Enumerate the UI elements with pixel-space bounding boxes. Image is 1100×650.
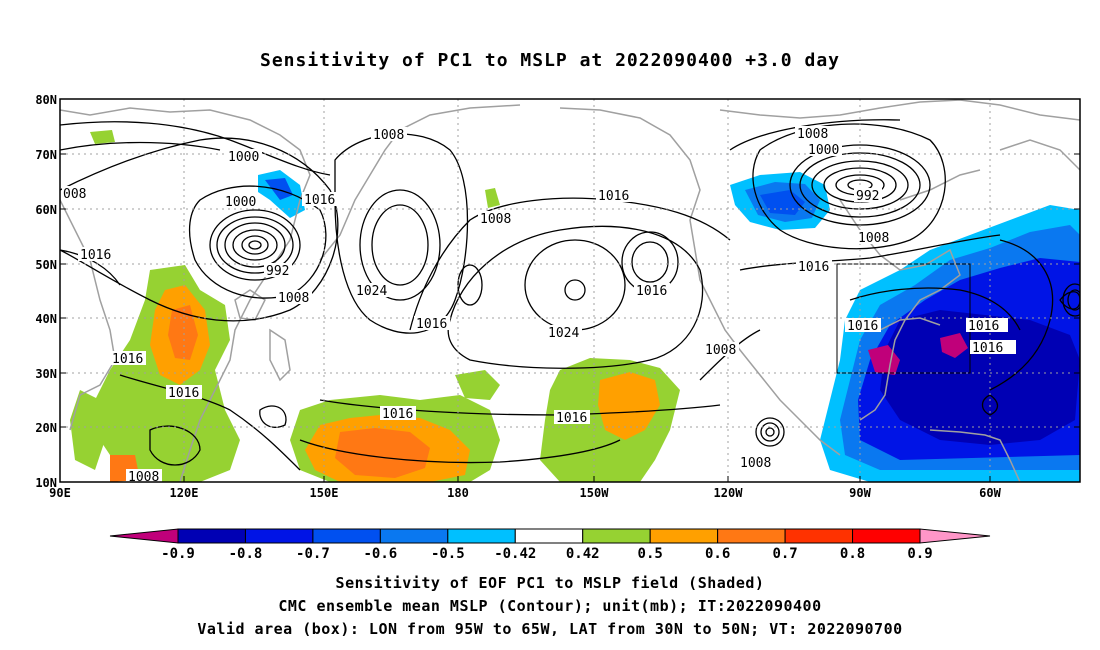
contour-label: 1008 [373, 128, 404, 143]
lon-label: 150W [580, 486, 610, 500]
contour-label: 1024 [548, 326, 579, 341]
colorbar-label: -0.7 [296, 546, 330, 562]
lat-label: 50N [35, 258, 57, 272]
contour-label: 1008 [740, 456, 771, 471]
lat-label: 60N [35, 203, 57, 217]
colorbar-bin [244, 528, 314, 544]
contour-label: 1000 [808, 143, 839, 158]
colorbar-label: 0.5 [638, 546, 663, 562]
colorbar-bin [582, 528, 651, 544]
contour-label: 1016 [168, 386, 199, 401]
negative-shading [258, 170, 1080, 482]
colorbar-label: -0.5 [431, 546, 465, 562]
contour-label: 1016 [972, 341, 1003, 356]
caption-valid-area: Valid area (box): LON from 95W to 65W, L… [197, 620, 903, 638]
longitude-labels: 90E 120E 150E 180 150W 120W 90W 60W [49, 486, 1001, 500]
colorbar: -0.9 -0.8 -0.7 -0.6 -0.5 -0.42 0.42 0.5 0.6 0.7 0.… [109, 528, 991, 562]
lon-label: 150E [310, 486, 339, 500]
contour-label: 1016 [968, 319, 999, 334]
colorbar-min-triangle [109, 528, 179, 544]
colorbar-max-triangle [919, 528, 991, 544]
lon-label: 60W [979, 486, 1001, 500]
lon-label: 180 [447, 486, 469, 500]
contour-label: 1016 [382, 407, 413, 422]
positive-shading [70, 130, 680, 482]
contour-label: 008 [63, 187, 86, 202]
lat-label: 80N [35, 93, 57, 107]
contour-label: 1016 [598, 189, 629, 204]
colorbar-bin [514, 528, 584, 544]
colorbar-label: 0.7 [772, 546, 797, 562]
colorbar-bin [447, 528, 516, 544]
contour-label: 1016 [80, 248, 111, 263]
lat-label: 20N [35, 421, 57, 435]
lon-label: 90W [849, 486, 871, 500]
colorbar-bin [312, 528, 381, 544]
colorbar-bin [379, 528, 449, 544]
contour-label: 1016 [112, 352, 143, 367]
colorbar-bin [717, 528, 786, 544]
contour-label: 1016 [798, 260, 829, 275]
contour-label: 1016 [416, 317, 447, 332]
colorbar-label: 0.42 [566, 546, 600, 562]
contour-label: 992 [266, 264, 289, 279]
colorbar-label: 0.6 [705, 546, 730, 562]
contour-label: 1016 [556, 411, 587, 426]
latitude-labels: 80N 70N 60N 50N 40N 30N 20N 10N [35, 93, 57, 490]
contour-label: 1008 [705, 343, 736, 358]
contour-label: 1008 [858, 231, 889, 246]
lon-label: 120W [714, 486, 744, 500]
caption-shaded: Sensitivity of EOF PC1 to MSLP field (Sh… [335, 574, 765, 592]
lon-label: 90E [49, 486, 71, 500]
contour-label: 1000 [225, 195, 256, 210]
contour-label: 1008 [797, 127, 828, 142]
lat-label: 70N [35, 148, 57, 162]
colorbar-label: -0.6 [364, 546, 398, 562]
plot-frame [59, 98, 1081, 483]
contour-label: 1008 [278, 291, 309, 306]
colorbar-label: 0.9 [907, 546, 932, 562]
ticks [60, 98, 1080, 483]
contour-label: 1016 [847, 319, 878, 334]
colorbar-bin [649, 528, 719, 544]
contour-label: 1024 [356, 284, 387, 299]
contour-label: 1016 [304, 193, 335, 208]
colorbar-label: -0.42 [494, 546, 536, 562]
lat-label: 30N [35, 367, 57, 381]
contour-label: 1008 [480, 212, 511, 227]
contour-labels: 1008 1000 008 1000 1016 992 1008 1016 10… [62, 126, 1016, 485]
colorbar-label: 0.8 [840, 546, 865, 562]
colorbar-bin [784, 528, 854, 544]
colorbar-bin [852, 528, 921, 544]
coastlines [60, 99, 1080, 482]
contour-label: 1008 [128, 470, 159, 485]
contour-label: 1016 [636, 284, 667, 299]
colorbar-label: -0.9 [161, 546, 195, 562]
chart-title: Sensitivity of PC1 to MSLP at 2022090400… [259, 50, 840, 71]
contour-label: 1000 [228, 150, 259, 165]
colorbar-bin [177, 528, 246, 544]
contour-label: 992 [856, 189, 879, 204]
lat-label: 40N [35, 312, 57, 326]
lat-label: 10N [35, 476, 57, 490]
colorbar-label: -0.8 [229, 546, 263, 562]
lon-label: 120E [170, 486, 199, 500]
caption-contour: CMC ensemble mean MSLP (Contour); unit(m… [278, 597, 822, 615]
graticule [60, 99, 1080, 482]
